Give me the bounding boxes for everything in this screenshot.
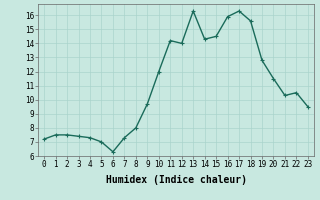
X-axis label: Humidex (Indice chaleur): Humidex (Indice chaleur) <box>106 175 246 185</box>
